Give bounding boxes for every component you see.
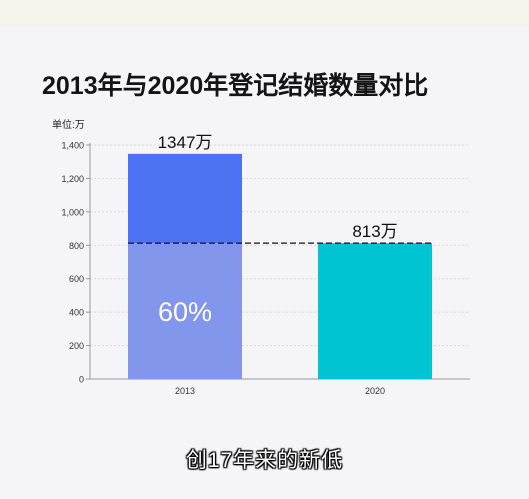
y-tick-label: 800 bbox=[69, 241, 84, 251]
x-tick-label: 2020 bbox=[365, 386, 385, 396]
y-tick-label: 600 bbox=[69, 274, 84, 284]
y-tick-label: 0 bbox=[79, 375, 84, 385]
chart-title: 2013年与2020年登记结婚数量对比 bbox=[42, 72, 429, 100]
y-tick-label: 1,000 bbox=[61, 207, 84, 217]
x-tick-label: 2013 bbox=[175, 386, 195, 396]
bar-2013-excess bbox=[128, 153, 242, 244]
data-label: 813万 bbox=[352, 222, 397, 241]
y-tick-label: 1,200 bbox=[61, 174, 84, 184]
y-tick-label: 1,400 bbox=[61, 141, 84, 151]
overlay-percent-label: 60% bbox=[158, 297, 212, 327]
bar-2020 bbox=[318, 243, 432, 379]
y-tick-label: 400 bbox=[69, 308, 84, 318]
bar-2013-base bbox=[128, 243, 242, 379]
data-label: 1347万 bbox=[158, 133, 213, 152]
caption-subtitle: 创17年来的新低 bbox=[185, 449, 344, 472]
top-band bbox=[0, 0, 529, 26]
y-tick-label: 200 bbox=[69, 341, 84, 351]
y-axis-label: 单位:万 bbox=[52, 118, 85, 131]
